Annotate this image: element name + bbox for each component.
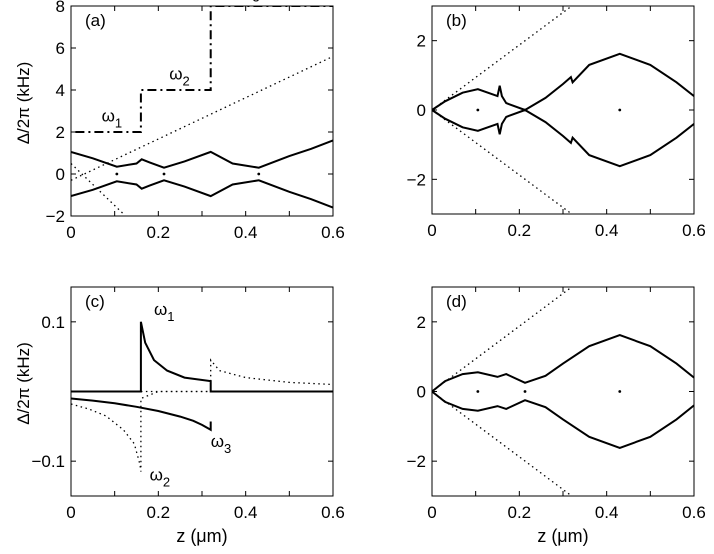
- series-line-omega2: [71, 358, 333, 472]
- annotation-omega-1: ω1: [102, 107, 123, 131]
- data-point: [618, 108, 622, 112]
- series-line-upper: [432, 52, 694, 112]
- series-line-dotted-up: [432, 6, 573, 111]
- x-tick-label: 0: [427, 503, 436, 522]
- y-tick-label: −2: [407, 170, 426, 189]
- x-tick-label: 0.6: [682, 503, 706, 522]
- series-line-dotted-down: [432, 109, 573, 214]
- x-tick-label: 0: [427, 221, 436, 240]
- x-tick-label: 0.6: [321, 223, 345, 242]
- data-point: [618, 390, 622, 393]
- annotation-omega-3: ω3: [211, 432, 232, 456]
- panel-label: (d): [446, 292, 467, 311]
- data-point: [523, 108, 527, 112]
- y-tick-label: 0.1: [41, 313, 65, 332]
- data-point: [257, 172, 261, 176]
- x-tick-label: 0.2: [147, 223, 171, 242]
- annotation-omega-2: ω2: [169, 65, 190, 89]
- y-tick-label: −2: [46, 207, 65, 226]
- data-point: [476, 390, 480, 393]
- y-axis-label: Δ/2π (kHz): [14, 342, 33, 425]
- series-line-omega1: [71, 321, 333, 393]
- plot-frame: [431, 286, 695, 497]
- y-tick-label: 2: [417, 32, 426, 51]
- y-tick-label: 6: [56, 39, 65, 58]
- y-axis-label: Δ/2π (kHz): [14, 62, 33, 145]
- x-tick-label: 0.4: [234, 503, 258, 522]
- series-line-upper: [432, 334, 694, 393]
- series-line-dotted-falling: [71, 163, 124, 215]
- panel-label: (a): [85, 11, 106, 30]
- series-group: [71, 321, 333, 472]
- y-tick-label: −2: [407, 452, 426, 471]
- series-line-omega3: [71, 397, 212, 432]
- annotation-omega-2: ω2: [150, 466, 171, 490]
- y-tick-label: 0: [417, 383, 426, 402]
- y-tick-label: 4: [56, 81, 65, 100]
- panel-label: (b): [446, 11, 467, 30]
- y-tick-label: 2: [56, 123, 65, 142]
- series-group: [432, 287, 694, 496]
- x-axis-label: z (μm): [176, 526, 227, 546]
- x-tick-label: 0.4: [595, 503, 619, 522]
- series-line-upper: [71, 139, 333, 169]
- panel-d: 0 0.2 0.4 0.6 −2 0 2 (d) z (μm): [407, 286, 706, 546]
- x-tick-label: 0.6: [682, 221, 706, 240]
- panel-label: (c): [85, 292, 105, 311]
- y-tick-label: 0: [417, 101, 426, 120]
- panel-b: 0 0.2 0.4 0.6 −2 0 2 (b): [407, 5, 706, 240]
- data-point: [162, 172, 166, 176]
- data-point: [115, 172, 119, 176]
- x-tick-label: 0.4: [595, 221, 619, 240]
- series-group: [432, 6, 694, 214]
- x-tick-label: 0.2: [508, 221, 532, 240]
- x-tick-label: 0.2: [147, 503, 171, 522]
- x-axis-label: z (μm): [537, 526, 588, 546]
- panel-c: 0 0.2 0.4 0.6 −0.1 0.1 (c) Δ/2π (kHz) z (μm) ω1 ω2…: [14, 286, 345, 546]
- series-line-lower: [432, 108, 694, 168]
- series-line-dotted-down: [432, 390, 573, 496]
- x-tick-label: 0: [66, 503, 75, 522]
- plot-frame: [431, 5, 695, 215]
- y-tick-label: 0: [56, 165, 65, 184]
- x-tick-label: 0.4: [234, 223, 258, 242]
- data-point: [523, 390, 527, 393]
- x-tick-label: 0.2: [508, 503, 532, 522]
- series-group: [71, 6, 333, 215]
- annotation-omega-1: ω1: [154, 300, 175, 324]
- x-tick-label: 0: [66, 223, 75, 242]
- y-tick-label: −0.1: [31, 452, 65, 471]
- series-line-lower: [432, 390, 694, 449]
- y-tick-label: 8: [56, 0, 65, 16]
- series-line-lower: [71, 179, 333, 209]
- data-point: [476, 108, 480, 112]
- x-tick-label: 0.6: [321, 503, 345, 522]
- annotation-omega-3: ω3: [239, 0, 260, 5]
- series-line-dotted-up: [432, 287, 573, 393]
- y-tick-label: 2: [417, 313, 426, 332]
